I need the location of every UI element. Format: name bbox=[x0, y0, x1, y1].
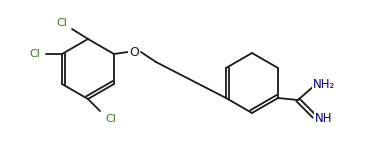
Text: NH₂: NH₂ bbox=[313, 77, 335, 90]
Text: NH: NH bbox=[315, 111, 333, 125]
Text: Cl: Cl bbox=[57, 18, 67, 28]
Text: O: O bbox=[129, 45, 139, 58]
Text: Cl: Cl bbox=[29, 49, 41, 59]
Text: Cl: Cl bbox=[106, 114, 116, 124]
